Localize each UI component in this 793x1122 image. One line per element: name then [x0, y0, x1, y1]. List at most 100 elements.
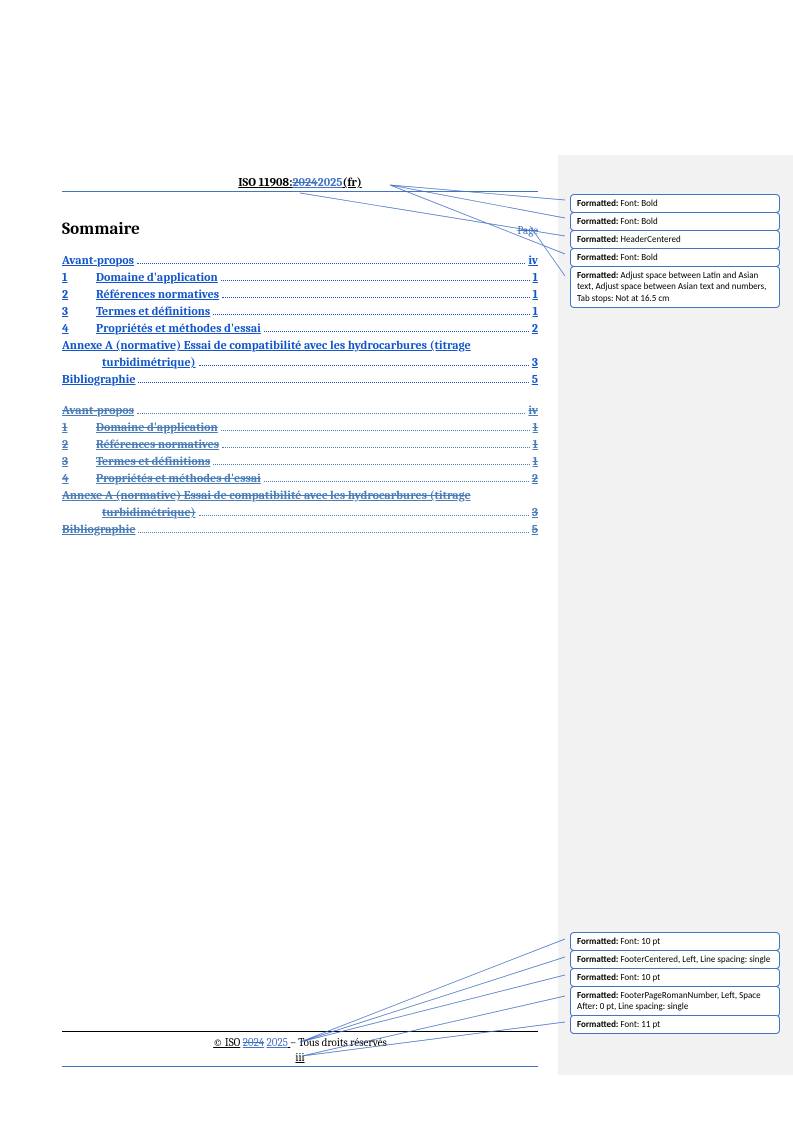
- toc-dots: [137, 263, 525, 264]
- toc-num: 3: [62, 304, 96, 318]
- toc-entry[interactable]: 2Références normatives1: [62, 287, 538, 301]
- toc-label: Références normatives: [96, 437, 219, 451]
- comment-balloon[interactable]: Formatted: FooterCentered, Left, Line sp…: [570, 950, 780, 969]
- footer-copyright: © ISO: [213, 1036, 240, 1049]
- toc-page: 1: [533, 454, 539, 468]
- comment-balloon[interactable]: Formatted: Font: Bold: [570, 212, 780, 231]
- toc-entry[interactable]: Annexe A (normative) Essai de compatibil…: [62, 338, 538, 352]
- toc-label: Avant-propos: [62, 253, 134, 267]
- toc-page: 5: [532, 372, 538, 386]
- comment-label: Formatted:: [577, 936, 620, 947]
- toc-dots: [199, 365, 529, 366]
- toc-entry[interactable]: 1Domaine d'application1: [62, 270, 538, 284]
- comment-balloon[interactable]: Formatted: Font: Bold: [570, 248, 780, 267]
- toc-dots: [213, 464, 529, 465]
- toc-dots: [213, 314, 529, 315]
- toc-dots: [199, 515, 529, 516]
- toc-dots: [264, 331, 529, 332]
- toc-num: 4: [62, 321, 96, 335]
- sommaire-deleted-page: Page: [517, 224, 538, 237]
- page-footer: © ISO 2024 2025 – Tous droits réservés i…: [62, 1031, 538, 1067]
- header-iso: ISO 11908:: [238, 175, 292, 189]
- toc-deleted-entry: 1Domaine d'application1: [62, 420, 538, 434]
- comment-label: Formatted:: [577, 954, 620, 965]
- header-suffix: (fr): [342, 175, 361, 189]
- header-num: 11908:: [259, 175, 293, 189]
- toc-entry[interactable]: Bibliographie5: [62, 372, 538, 386]
- toc-page: 3: [532, 355, 538, 369]
- toc-num: 1: [62, 270, 96, 284]
- footer-del-year: 2024: [243, 1036, 264, 1049]
- sommaire-heading-row: Sommaire Page: [62, 220, 538, 239]
- toc-page: 2: [532, 471, 538, 485]
- footer-rule-bottom: [62, 1066, 538, 1067]
- toc-label: Bibliographie: [62, 522, 135, 536]
- comment-label: Formatted:: [577, 972, 620, 983]
- toc-entry[interactable]: turbidimétrique)3: [62, 355, 538, 369]
- toc-label: Avant-propos: [62, 403, 134, 417]
- comment-balloon[interactable]: Formatted: Font: 10 pt: [570, 932, 780, 951]
- comment-balloon[interactable]: Formatted: Adjust space between Latin an…: [570, 266, 780, 308]
- toc-label: Annexe A (normative) Essai de compatibil…: [62, 488, 471, 502]
- comment-balloon[interactable]: Formatted: HeaderCentered: [570, 230, 780, 249]
- toc-num: 3: [62, 454, 96, 468]
- footer-rights: – Tous droits réservés: [290, 1036, 387, 1049]
- comment-label: Formatted:: [577, 234, 620, 245]
- toc-entry[interactable]: 4Propriétés et méthodes d'essai 2: [62, 321, 538, 335]
- header-prefix: ISO: [238, 175, 256, 189]
- toc-page: iv: [528, 253, 538, 267]
- footer-page-number: iii: [62, 1051, 538, 1064]
- sommaire-title: Sommaire: [62, 220, 140, 239]
- toc-dots: [138, 382, 528, 383]
- header-deleted-year: 2024: [292, 175, 317, 189]
- comment-balloon[interactable]: Formatted: Font: Bold: [570, 194, 780, 213]
- comment-balloon[interactable]: Formatted: Font: 10 pt: [570, 968, 780, 987]
- comment-label: Formatted:: [577, 252, 620, 263]
- toc-dots: [222, 297, 529, 298]
- toc-label: Références normatives: [96, 287, 219, 301]
- toc-dots: [222, 447, 529, 448]
- toc-dots: [221, 430, 530, 431]
- comment-label: Formatted:: [577, 198, 620, 209]
- toc-label: Termes et définitions: [96, 304, 210, 318]
- toc-page: 1: [533, 304, 539, 318]
- toc-deleted: Avant-proposiv1Domaine d'application12Ré…: [62, 403, 538, 536]
- comment-label: Formatted:: [577, 270, 620, 281]
- comment-text: Font: 10 pt: [620, 936, 660, 947]
- toc-page: 3: [532, 505, 538, 519]
- toc-deleted-entry: Bibliographie 5: [62, 522, 538, 536]
- comment-balloon[interactable]: Formatted: Font: 11 pt: [570, 1015, 780, 1034]
- toc-entry[interactable]: Avant-propos iv: [62, 253, 538, 267]
- header-rule: [62, 191, 538, 192]
- toc-label: turbidimétrique): [102, 505, 196, 519]
- comment-text: Font: Bold: [620, 216, 657, 227]
- comment-text: Font: Bold: [620, 252, 657, 263]
- toc-label: Termes et définitions: [96, 454, 210, 468]
- comment-label: Formatted:: [577, 216, 620, 227]
- footer-copyright-line: © ISO 2024 2025 – Tous droits réservés: [62, 1036, 538, 1049]
- toc-dots: [138, 532, 528, 533]
- toc-page: 1: [533, 437, 539, 451]
- comment-text: Font: 11 pt: [620, 1019, 660, 1030]
- header-inserted-year: 2025: [318, 175, 343, 189]
- toc-page: 1: [533, 270, 539, 284]
- comment-balloon[interactable]: Formatted: FooterPageRomanNumber, Left, …: [570, 986, 780, 1017]
- toc-label: Propriétés et méthodes d'essai: [96, 471, 261, 485]
- toc-dots: [137, 413, 525, 414]
- toc-page: 5: [532, 522, 538, 536]
- document-page: ISO 11908:20242025(fr) Sommaire Page Ava…: [0, 0, 558, 539]
- toc-page: 2: [532, 321, 538, 335]
- toc-num: 2: [62, 437, 96, 451]
- toc-deleted-entry: turbidimétrique) 3: [62, 505, 538, 519]
- toc-entry[interactable]: 3Termes et définitions 1: [62, 304, 538, 318]
- comment-text: Font: Bold: [620, 198, 657, 209]
- toc-num: 1: [62, 420, 96, 434]
- toc-dots: [264, 481, 529, 482]
- toc-label: Propriétés et méthodes d'essai: [96, 321, 261, 335]
- toc-label: Annexe A (normative) Essai de compatibil…: [62, 338, 471, 352]
- comment-text: HeaderCentered: [620, 234, 680, 245]
- toc-deleted-entry: Annexe A (normative) Essai de compatibil…: [62, 488, 538, 502]
- toc-label: Domaine d'application: [96, 420, 218, 434]
- toc-deleted-entry: 3Termes et définitions 1: [62, 454, 538, 468]
- footer-rule-top: [62, 1031, 538, 1032]
